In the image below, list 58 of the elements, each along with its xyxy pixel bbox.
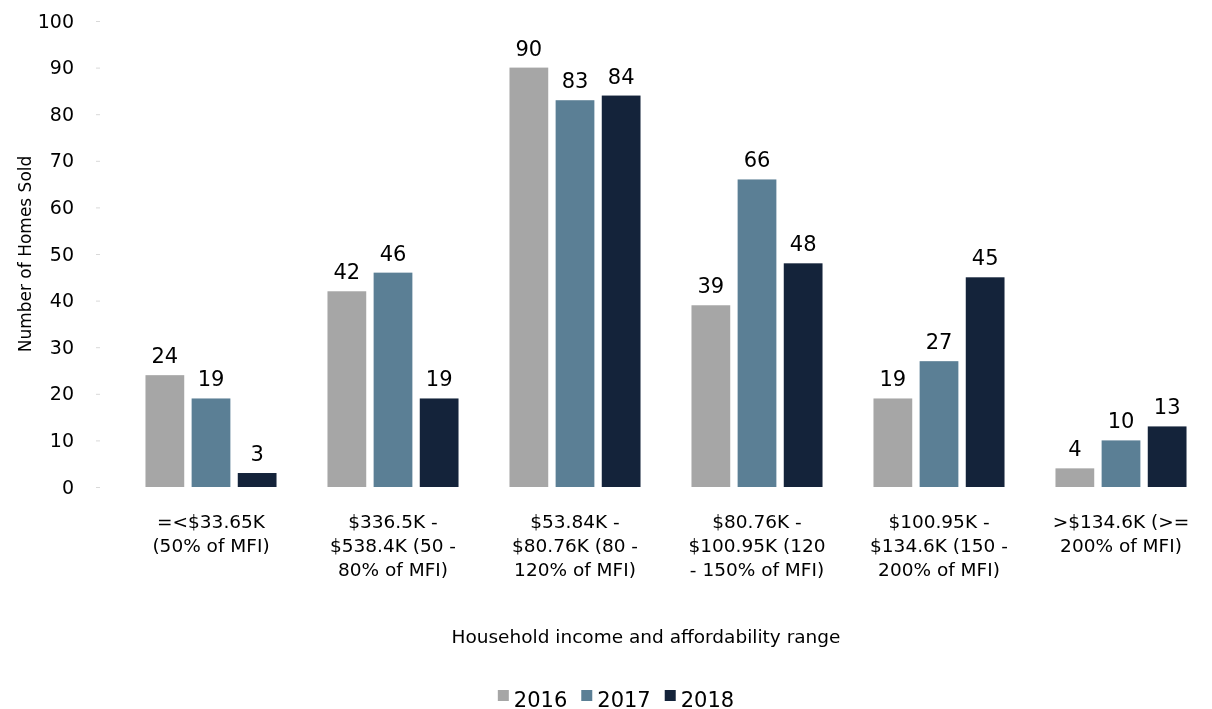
bar <box>237 473 277 487</box>
data-label: 39 <box>697 274 725 299</box>
bar <box>919 361 959 487</box>
bar <box>145 375 185 487</box>
legend-label: 2018 <box>680 688 735 709</box>
data-label: 10 <box>1107 409 1135 434</box>
data-label: 48 <box>789 232 817 257</box>
bar <box>1055 468 1095 487</box>
x-tick-label: $53.84K - $80.76K (80 - 120% of MFI) <box>511 511 639 580</box>
bar <box>873 398 913 487</box>
y-tick-label: 20 <box>49 382 74 405</box>
legend-label: 2017 <box>597 688 651 709</box>
x-tick-label: $336.5K - $538.4K (50 - 80% of MFI) <box>329 511 457 580</box>
data-label: 4 <box>1068 437 1082 462</box>
bar <box>691 305 731 487</box>
x-tick-label: =<$33.65K (50% of MFI) <box>152 511 270 556</box>
data-label: 19 <box>197 367 225 392</box>
bar <box>737 179 777 487</box>
data-label: 45 <box>971 246 999 271</box>
y-tick-label: 40 <box>49 289 74 312</box>
bar <box>555 100 595 487</box>
y-axis-title: Number of Homes Sold <box>15 155 35 353</box>
x-tick-label: >$134.6K (>= 200% of MFI) <box>1052 511 1190 556</box>
y-tick-label: 90 <box>49 56 74 79</box>
bar <box>1101 440 1141 487</box>
data-label: 13 <box>1153 395 1181 420</box>
y-tick-label: 0 <box>61 475 74 498</box>
legend-label: 2016 <box>513 688 568 709</box>
y-tick-label: 70 <box>49 149 74 172</box>
data-label: 46 <box>379 241 407 266</box>
x-axis-title: Household income and affordability range <box>451 626 841 647</box>
bar <box>601 95 641 487</box>
data-label: 3 <box>250 442 264 467</box>
y-tick-label: 50 <box>49 242 74 265</box>
data-label: 19 <box>879 367 907 392</box>
data-label: 19 <box>425 367 453 392</box>
y-tick-label: 60 <box>49 195 74 218</box>
bar <box>373 272 413 487</box>
data-label: 84 <box>607 64 635 89</box>
data-label: 66 <box>743 148 771 173</box>
y-tick-label: 100 <box>37 9 74 32</box>
bar <box>419 398 459 487</box>
x-tick-label: $80.76K - $100.95K (120 - 150% of MFI) <box>688 511 826 580</box>
bar <box>965 277 1005 487</box>
y-tick-label: 10 <box>49 428 74 451</box>
x-tick-label: $100.95K - $134.6K (150 - 200% of MFI) <box>870 511 1008 580</box>
data-label: 27 <box>925 330 953 355</box>
y-tick-label: 30 <box>49 335 74 358</box>
data-label: 90 <box>515 36 543 61</box>
bar <box>191 398 231 487</box>
bar <box>1147 426 1187 487</box>
data-label: 42 <box>333 260 361 285</box>
bar <box>783 263 823 487</box>
y-tick-label: 80 <box>49 102 74 125</box>
bar <box>509 67 549 487</box>
data-label: 83 <box>561 69 589 94</box>
bar <box>327 291 367 487</box>
data-label: 24 <box>151 344 179 369</box>
